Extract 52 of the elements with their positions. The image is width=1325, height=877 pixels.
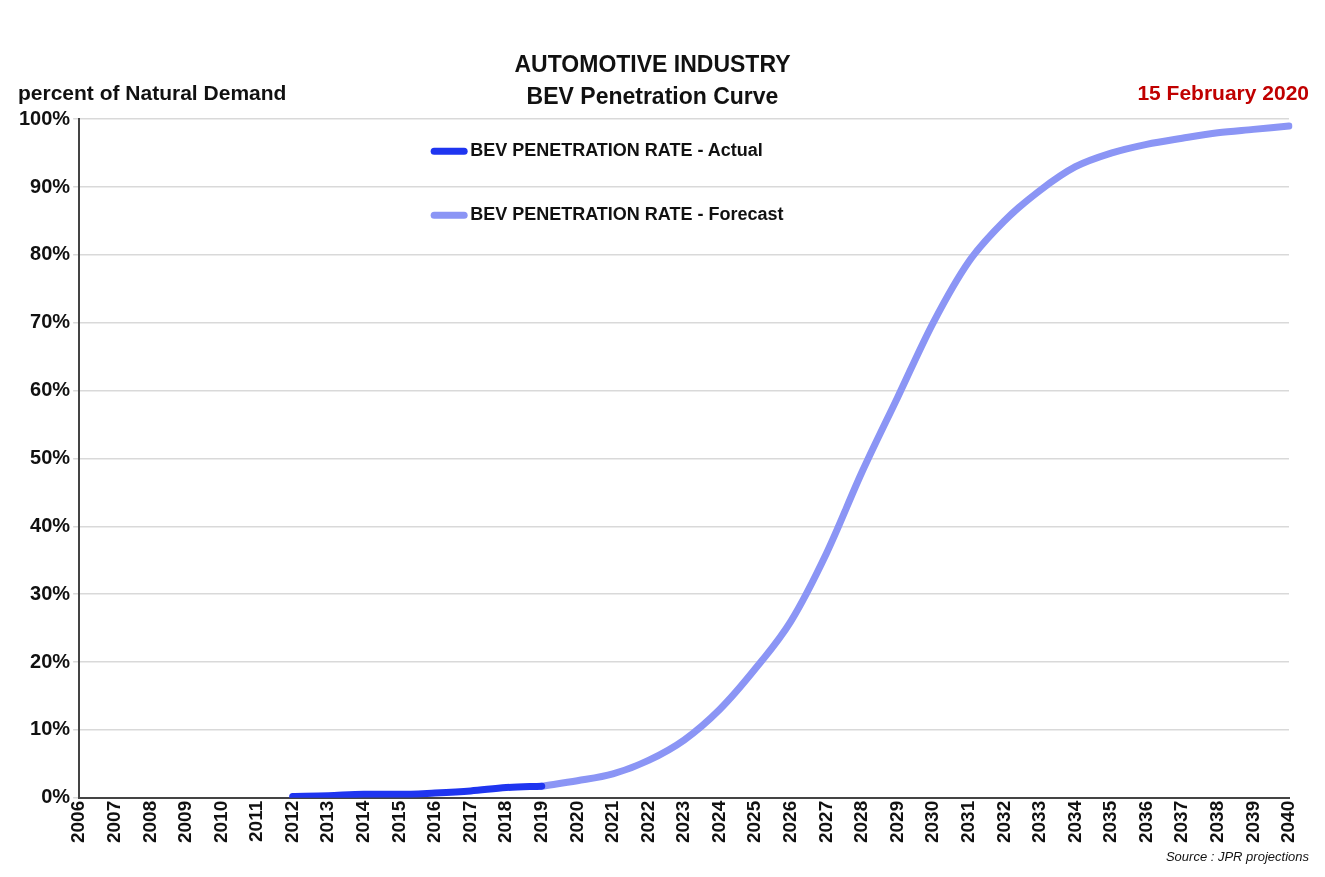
x-tick-label: 2019	[529, 800, 551, 844]
y-tick-label: 40%	[30, 513, 71, 536]
legend-label: BEV PENETRATION RATE - Actual	[470, 140, 763, 161]
x-tick-label: 2035	[1099, 800, 1121, 844]
x-tick-label: 2014	[352, 800, 374, 844]
y-tick-label: 10%	[30, 717, 71, 740]
x-tick-label: 2012	[280, 800, 302, 844]
x-tick-label: 2017	[458, 800, 480, 844]
chart-subtitle: BEV Penetration Curve	[526, 82, 779, 109]
source-note: Source : JPR projections	[1165, 849, 1310, 865]
x-tick-label: 2032	[992, 800, 1014, 844]
x-tick-label: 2011	[245, 800, 267, 842]
x-tick-label: 2024	[707, 800, 729, 844]
x-tick-label: 2013	[316, 800, 338, 844]
x-tick-label: 2026	[779, 800, 801, 844]
y-tick-label: 70%	[30, 310, 71, 333]
x-tick-label: 2034	[1063, 800, 1085, 844]
x-tick-label: 2028	[850, 800, 872, 844]
x-tick-label: 2036	[1134, 800, 1156, 844]
y-tick-label: 80%	[30, 242, 71, 265]
x-tick-label: 2016	[423, 800, 445, 844]
x-tick-label: 2015	[387, 800, 409, 844]
x-tick-label: 2031	[956, 800, 978, 844]
y-axis-title: percent of Natural Demand	[18, 81, 287, 105]
text: 15 February 2020	[1137, 81, 1309, 105]
x-tick-label: 2009	[174, 800, 196, 844]
x-tick-label: 2007	[102, 800, 124, 844]
y-tick-label: 0%	[41, 785, 71, 808]
x-tick-label: 2029	[885, 800, 907, 844]
x-tick-label: 2008	[138, 800, 160, 844]
x-tick-label: 2021	[601, 800, 623, 844]
y-tick-label: 50%	[30, 445, 71, 468]
x-tick-label: 2010	[209, 800, 231, 844]
x-tick-label: 2040	[1277, 800, 1299, 844]
x-tick-label: 2020	[565, 800, 587, 844]
x-tick-label: 2018	[494, 800, 516, 844]
x-tick-label: 2030	[921, 800, 943, 844]
x-tick-label: 2038	[1206, 800, 1228, 844]
y-tick-label: 60%	[30, 378, 71, 401]
y-tick-label: 20%	[30, 649, 71, 672]
x-tick-label: 2027	[814, 800, 836, 844]
x-tick-label: 2033	[1028, 800, 1050, 844]
y-tick-label: 90%	[30, 174, 71, 197]
legend-label: BEV PENETRATION RATE - Forecast	[470, 204, 784, 225]
x-tick-label: 2039	[1241, 800, 1263, 844]
chart-title: AUTOMOTIVE INDUSTRY	[514, 51, 791, 78]
y-tick-label: 30%	[30, 581, 71, 604]
x-tick-label: 2037	[1170, 800, 1192, 844]
y-tick-label: 100%	[19, 106, 71, 129]
x-tick-label: 2022	[636, 800, 658, 844]
x-tick-label: 2025	[743, 800, 765, 844]
x-tick-label: 2023	[672, 800, 694, 844]
